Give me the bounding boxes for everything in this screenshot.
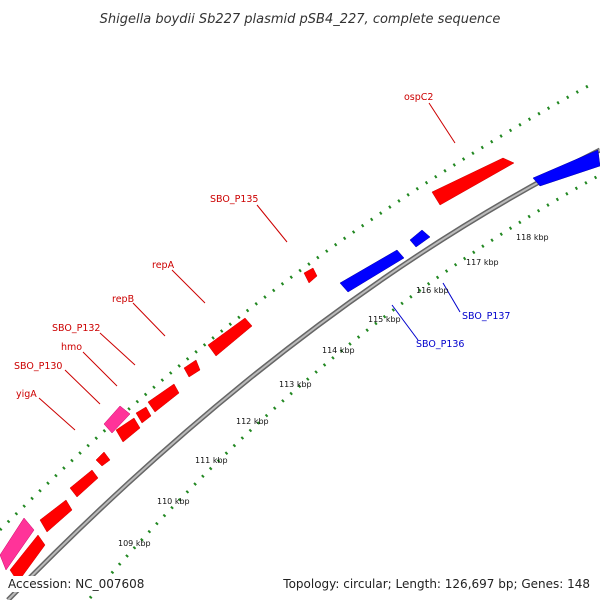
- gene-SBO_P136[interactable]: [339, 249, 405, 293]
- inner-tick-ring: [88, 173, 600, 599]
- gene-SBO_P135[interactable]: [303, 267, 318, 284]
- gene-small-1[interactable]: [135, 406, 152, 424]
- gene-small-5[interactable]: [39, 499, 73, 533]
- label-SBO_P130: SBO_P130: [14, 361, 62, 372]
- label-SBO_P135: SBO_P135: [210, 194, 258, 205]
- backbone-arc: [6, 147, 600, 602]
- scale-label: 116 kbp: [416, 286, 449, 295]
- gene-ospC2[interactable]: [431, 157, 515, 206]
- gene-small-4[interactable]: [69, 469, 99, 498]
- gene-reverse-edge[interactable]: [532, 149, 600, 187]
- label-SBO_P137: SBO_P137: [462, 311, 510, 322]
- gene-small-3[interactable]: [95, 451, 111, 467]
- gene-hmo[interactable]: [103, 405, 131, 434]
- scale-label: 110 kbp: [157, 497, 190, 506]
- scale-label: 111 kbp: [195, 456, 228, 465]
- gene-SBO_P130[interactable]: [0, 517, 35, 571]
- accession-text: Accession: NC_007608: [8, 576, 145, 592]
- scale-label: 109 kbp: [118, 539, 151, 548]
- outer-tick-ring: [0, 83, 591, 532]
- label-SBO_P136: SBO_P136: [416, 339, 464, 350]
- scale-label: 112 kbp: [236, 417, 269, 426]
- topology-summary: Topology: circular; Length: 126,697 bp; …: [283, 576, 590, 592]
- scale-label: 113 kbp: [279, 380, 312, 389]
- label-hmo: hmo: [61, 342, 82, 353]
- label-repB: repB: [112, 294, 134, 305]
- scale-label: 117 kbp: [466, 258, 499, 267]
- gene-small-2[interactable]: [115, 417, 141, 443]
- label-repA: repA: [152, 260, 175, 271]
- label-yigA: yigA: [16, 389, 37, 400]
- scale-label: 114 kbp: [322, 346, 355, 355]
- gene-SBO_P137[interactable]: [409, 229, 431, 248]
- scale-label: 118 kbp: [516, 233, 549, 242]
- gene-SBO_P132[interactable]: [147, 383, 180, 413]
- map-title: Shigella boydii Sb227 plasmid pSB4_227, …: [100, 12, 501, 27]
- gene-repB[interactable]: [183, 359, 201, 378]
- label-SBO_P132: SBO_P132: [52, 323, 100, 334]
- scale-label: 115 kbp: [368, 315, 401, 324]
- label-ospC2: ospC2: [404, 92, 433, 103]
- gene-repA[interactable]: [207, 317, 253, 357]
